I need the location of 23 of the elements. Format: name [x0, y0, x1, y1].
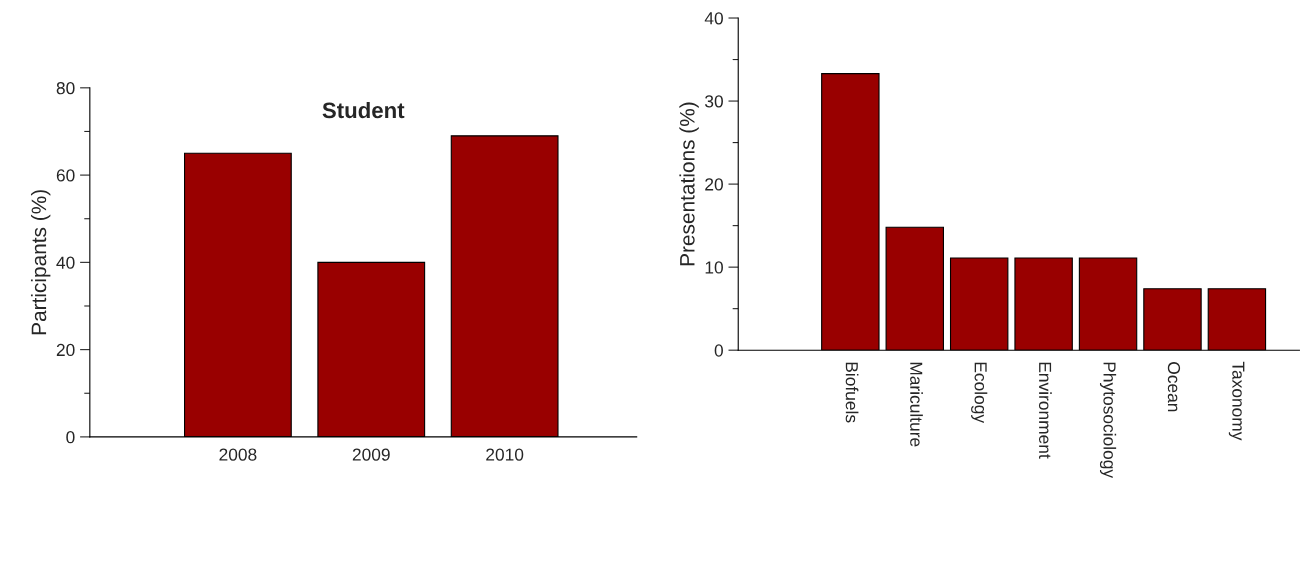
x-tick-label: Ecology: [971, 362, 988, 424]
y-tick-label: 40: [704, 12, 723, 25]
text: Student: [322, 101, 405, 119]
y-tick-label: 30: [705, 95, 723, 108]
y-axis-title: Presentations (%): [679, 102, 699, 266]
y-tick-label: 20: [56, 343, 75, 357]
x-tick-label: Ocean: [1167, 362, 1181, 412]
x-tick-label: Environment: [1038, 362, 1052, 459]
y-tick-label: 10: [705, 261, 723, 274]
y-tick-label: 60: [56, 169, 75, 182]
y-tick-label: 80: [56, 82, 75, 95]
x-tick-label: 2009: [352, 448, 390, 461]
x-tick-label: Biofuels: [845, 362, 859, 423]
y-tick-label: 40: [56, 256, 75, 269]
y-tick-label: 20: [705, 178, 723, 191]
x-tick-label: Mariculture: [910, 362, 923, 447]
x-tick-label: Phytosociology: [1099, 362, 1117, 479]
x-tick-label: Taxonomy: [1228, 361, 1245, 441]
y-axis-title: Participants (%): [30, 190, 51, 335]
x-tick-label: 2008: [219, 448, 257, 461]
y-tick-label: 0: [66, 431, 75, 444]
y-tick-label: 0: [714, 344, 723, 357]
x-tick-label: 2010: [486, 448, 524, 461]
